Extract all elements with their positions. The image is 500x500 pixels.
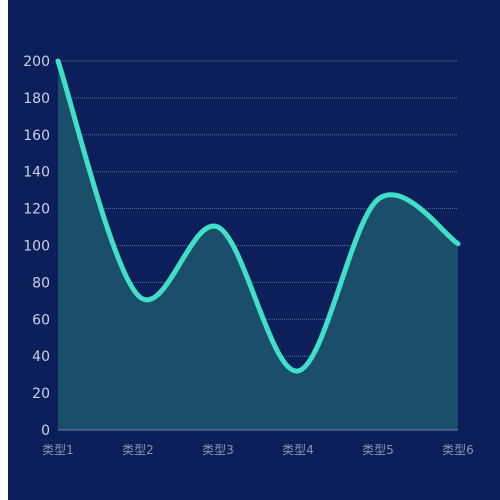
x-axis-ticks: 类型1 类型2 类型3 类型4 类型5 类型6 [42, 443, 474, 457]
y-tick-label: 120 [23, 202, 50, 218]
y-tick-label: 100 [23, 239, 50, 255]
series-line [55, 58, 461, 374]
y-tick-label: 160 [23, 128, 50, 144]
x-tick-label: 类型4 [282, 443, 314, 457]
y-tick-label: 60 [32, 312, 50, 328]
area-fill-layer [58, 61, 458, 430]
x-tick-label: 类型2 [122, 443, 154, 457]
x-tick-label: 类型6 [442, 443, 474, 457]
x-tick-label: 类型3 [202, 443, 234, 457]
y-tick-label: 200 [23, 54, 50, 70]
y-tick-label: 0 [41, 423, 50, 439]
y-tick-label: 80 [32, 275, 50, 291]
y-tick-label: 40 [32, 349, 50, 365]
x-tick-label: 类型5 [362, 443, 394, 457]
x-tick-label: 类型1 [42, 443, 74, 457]
y-axis-ticks: 0 20 40 60 80 100 120 140 160 180 200 [23, 54, 50, 439]
y-tick-label: 20 [32, 386, 50, 402]
series-line-layer [55, 58, 461, 374]
y-tick-label: 180 [23, 91, 50, 107]
series-area [58, 61, 458, 430]
y-tick-label: 140 [23, 165, 50, 181]
